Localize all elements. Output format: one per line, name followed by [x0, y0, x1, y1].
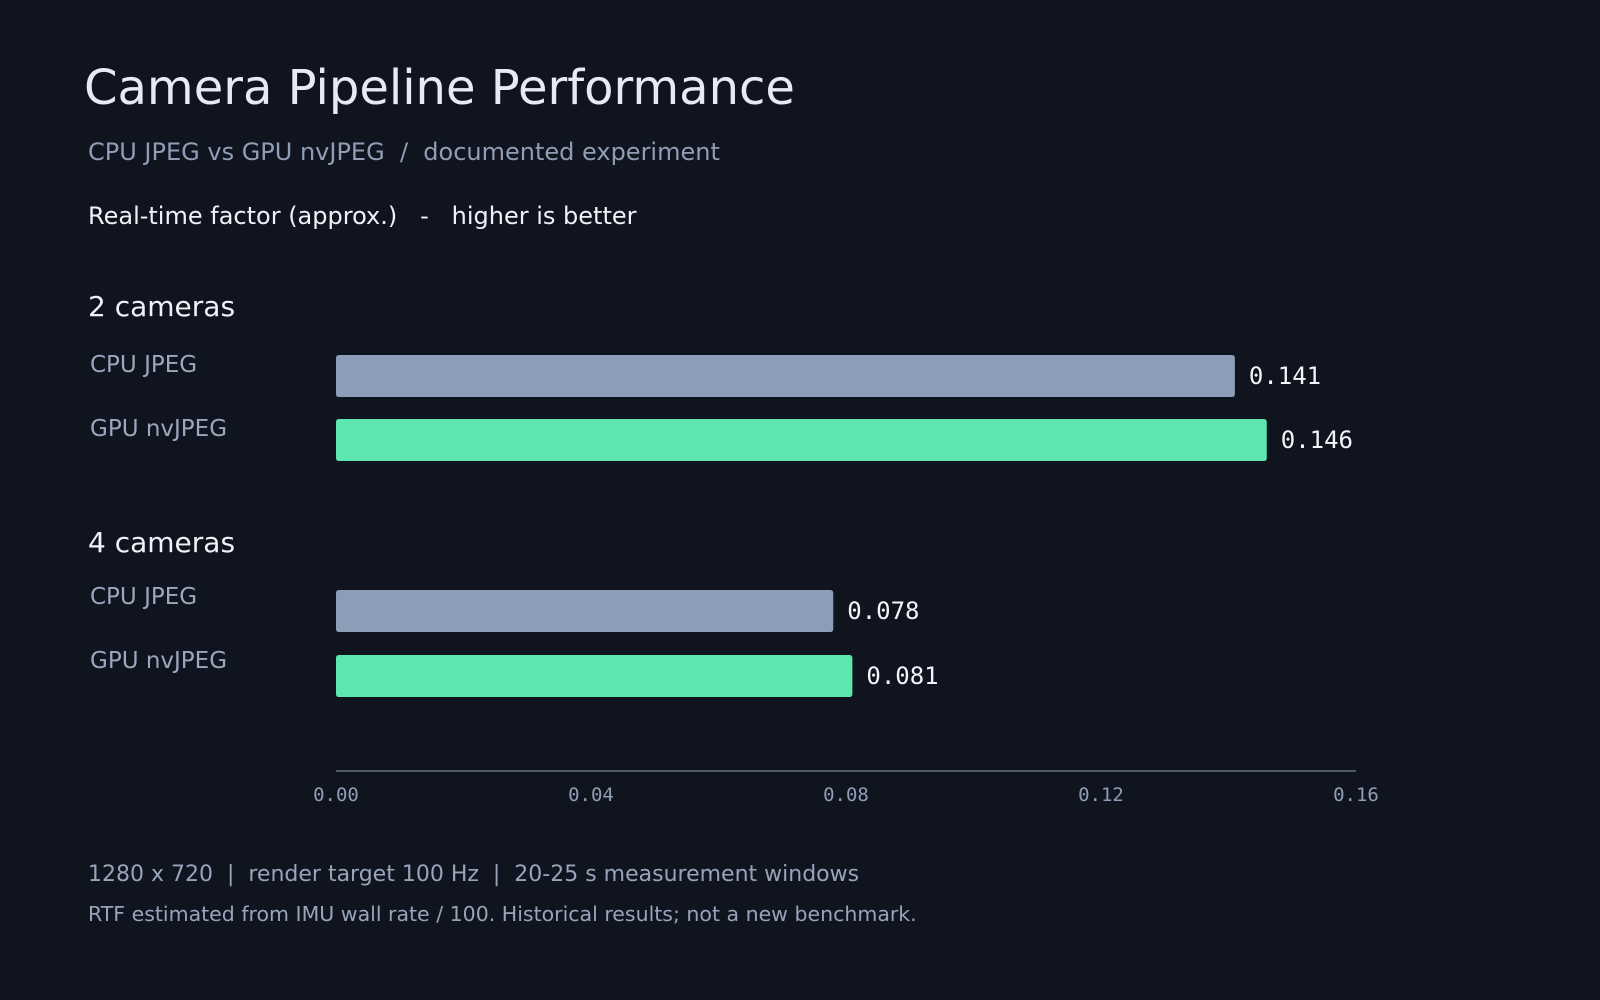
x-tick-label: 0.12 — [1078, 784, 1124, 806]
page-title: Camera Pipeline Performance — [84, 60, 795, 116]
group-heading-4-cameras: 4 cameras — [88, 526, 236, 559]
bar-4-cameras-cpu — [336, 590, 834, 632]
x-tick-label: 0.08 — [823, 784, 869, 806]
x-tick-label: 0.16 — [1333, 784, 1379, 806]
row-label-4cam-cpu: CPU JPEG — [90, 584, 198, 610]
x-tick-label: 0.00 — [313, 784, 359, 806]
footer-note: RTF estimated from IMU wall rate / 100. … — [88, 902, 917, 926]
value-label-2-cameras-cpu: 0.141 — [1249, 362, 1321, 390]
subtitle: CPU JPEG vs GPU nvJPEG / documented expe… — [88, 138, 720, 166]
bar-2-cameras-cpu — [336, 355, 1235, 397]
group-heading-2-cameras: 2 cameras — [88, 290, 236, 323]
row-label-2cam-cpu: CPU JPEG — [90, 352, 198, 378]
value-label-2-cameras-gpu: 0.146 — [1281, 426, 1353, 454]
value-label-4-cameras-cpu: 0.078 — [847, 597, 919, 625]
footer-settings: 1280 x 720 | render target 100 Hz | 20-2… — [88, 862, 860, 887]
bar-2-cameras-gpu — [336, 419, 1267, 461]
x-tick-label: 0.04 — [568, 784, 614, 806]
row-label-2cam-gpu: GPU nvJPEG — [90, 416, 228, 442]
metric-label: Real-time factor (approx.) - higher is b… — [88, 202, 637, 230]
bar-4-cameras-gpu — [336, 655, 853, 697]
value-label-4-cameras-gpu: 0.081 — [866, 662, 938, 690]
row-label-4cam-gpu: GPU nvJPEG — [90, 648, 228, 674]
